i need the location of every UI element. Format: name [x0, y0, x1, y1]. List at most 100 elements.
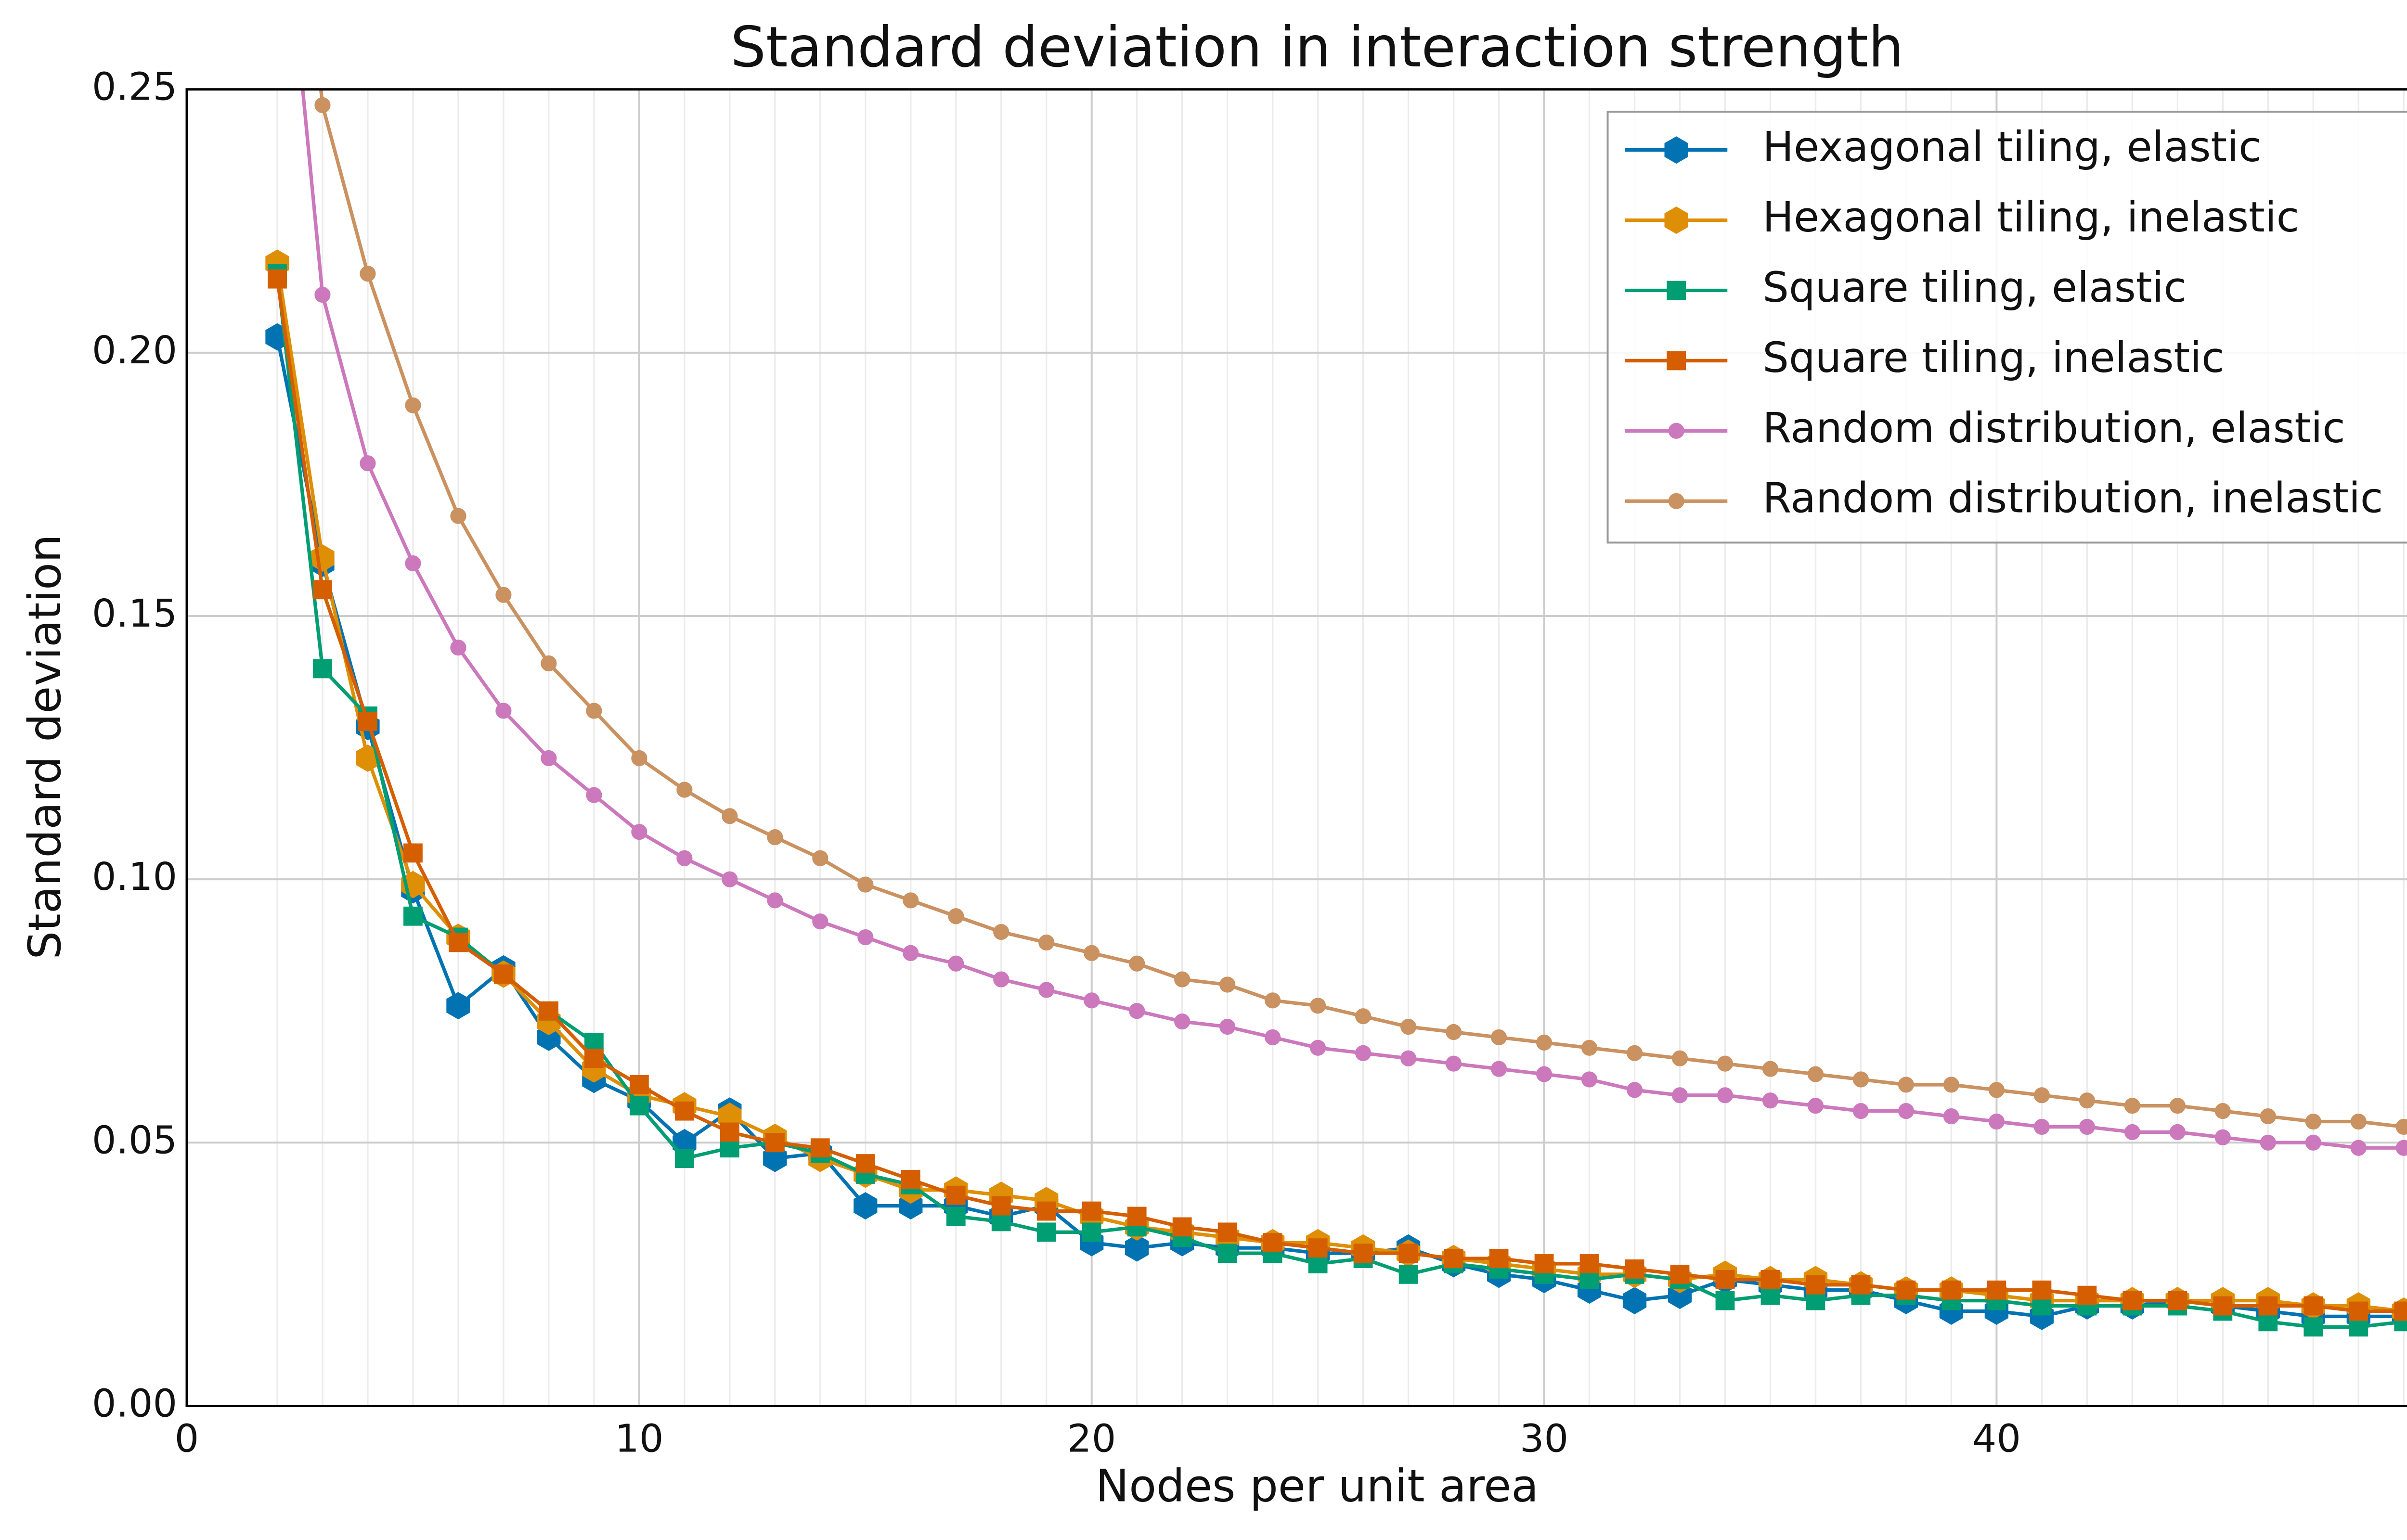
x-tick-label: 10 — [615, 1416, 663, 1461]
marker — [722, 871, 738, 887]
marker — [720, 1138, 739, 1158]
marker — [991, 1212, 1011, 1232]
marker — [2395, 1140, 2407, 1156]
marker — [1400, 1050, 1417, 1066]
marker — [494, 964, 513, 984]
marker — [1534, 1254, 1554, 1273]
marker — [1310, 998, 1326, 1014]
marker — [1988, 1113, 2005, 1130]
y-tick-label: 0.15 — [92, 591, 177, 636]
marker — [2260, 1134, 2276, 1151]
marker — [901, 1170, 920, 1189]
marker — [1807, 1098, 1824, 1114]
marker — [2214, 1103, 2231, 1119]
marker — [1536, 1066, 1553, 1082]
marker — [2260, 1108, 2276, 1125]
marker — [2305, 1113, 2321, 1130]
legend-box — [1606, 111, 2407, 544]
chart-title: Standard deviation in interaction streng… — [730, 15, 1903, 80]
marker — [2077, 1285, 2097, 1305]
marker — [358, 711, 377, 731]
marker — [1852, 1103, 1869, 1119]
marker — [1446, 1024, 1462, 1040]
marker — [1172, 1217, 1192, 1237]
marker — [1898, 1103, 1915, 1119]
marker — [1038, 982, 1055, 998]
marker — [946, 1185, 966, 1205]
marker — [1806, 1275, 1825, 1295]
marker — [1353, 1244, 1373, 1263]
marker — [2350, 1140, 2367, 1156]
marker — [1670, 1264, 1690, 1284]
marker — [1217, 1222, 1237, 1242]
x-tick-label: 20 — [1067, 1416, 1116, 1461]
marker — [2394, 1301, 2407, 1321]
marker — [855, 1154, 875, 1173]
marker — [1579, 1254, 1599, 1273]
marker — [948, 955, 964, 972]
x-tick-label: 30 — [1520, 1416, 1568, 1461]
marker — [629, 1075, 649, 1094]
marker — [1898, 1077, 1915, 1093]
marker — [403, 906, 423, 926]
marker — [810, 1138, 830, 1158]
marker — [1762, 1092, 1779, 1109]
legend-marker — [1664, 206, 1688, 234]
marker — [1308, 1254, 1328, 1273]
legend-marker — [1667, 281, 1686, 300]
legend-label: Random distribution, elastic — [1762, 404, 2345, 452]
marker — [1581, 1040, 1598, 1056]
marker — [1762, 1061, 1779, 1077]
marker — [812, 913, 828, 930]
marker — [1174, 1014, 1191, 1030]
marker — [2032, 1280, 2052, 1300]
marker — [495, 703, 512, 719]
marker — [1943, 1077, 1959, 1093]
marker — [631, 750, 647, 767]
marker — [1219, 976, 1236, 993]
marker — [1355, 1045, 1372, 1061]
marker — [1671, 1087, 1688, 1104]
marker — [631, 824, 647, 840]
marker — [2258, 1296, 2278, 1316]
legend-marker — [1667, 351, 1686, 371]
marker — [360, 455, 376, 472]
legend-label: Hexagonal tiling, inelastic — [1762, 193, 2299, 242]
marker — [1941, 1280, 1961, 1300]
marker — [2303, 1296, 2323, 1316]
marker — [2033, 1118, 2050, 1135]
marker — [1852, 1071, 1869, 1088]
marker — [2395, 1118, 2407, 1135]
x-tick-label: 0 — [175, 1416, 199, 1461]
marker — [2079, 1118, 2095, 1135]
legend-label: Hexagonal tiling, elastic — [1762, 123, 2261, 171]
marker — [1263, 1233, 1282, 1253]
marker — [767, 892, 783, 909]
marker — [1622, 1287, 1647, 1315]
marker — [311, 544, 335, 572]
marker — [268, 269, 287, 289]
marker — [993, 924, 1009, 940]
marker — [1355, 1008, 1372, 1025]
marker — [1038, 934, 1055, 951]
marker — [1398, 1244, 1418, 1263]
x-tick-label: 40 — [1972, 1416, 2021, 1461]
marker — [1943, 1108, 1959, 1125]
marker — [2033, 1087, 2050, 1104]
marker — [1265, 1029, 1281, 1046]
y-tick-label: 0.25 — [92, 64, 177, 109]
legend-label: Random distribution, inelastic — [1762, 475, 2383, 523]
marker — [1127, 1206, 1147, 1226]
marker — [1084, 945, 1100, 961]
marker — [405, 555, 421, 572]
marker — [450, 508, 466, 524]
marker — [1490, 1061, 1507, 1077]
marker — [1987, 1280, 2006, 1300]
marker — [1217, 1244, 1237, 1263]
y-tick-label: 0.00 — [92, 1381, 177, 1425]
marker — [1400, 1018, 1417, 1035]
marker — [1219, 1018, 1236, 1035]
plot-area — [265, 89, 2407, 1337]
marker — [1579, 1270, 1599, 1289]
